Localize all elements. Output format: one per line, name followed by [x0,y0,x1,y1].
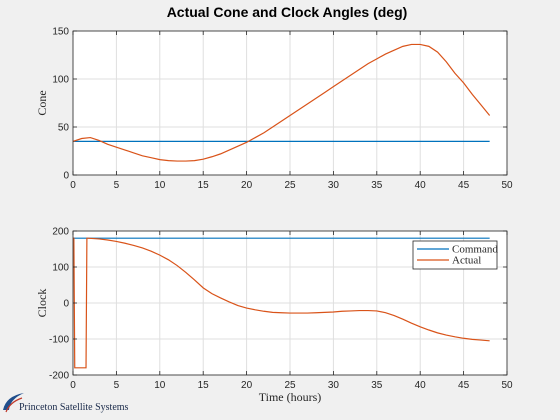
clock-axes: 0 5 10 15 20 25 30 35 40 45 50 -200 -100 0 100 200 Clock… [35,227,513,405]
y-axis-label: Cone [35,90,49,115]
x-tick-label: 25 [284,180,296,191]
x-tick-label: 15 [198,380,210,391]
y-tick-label: 0 [63,299,69,310]
y-tick-label: 50 [58,123,70,134]
legend-box [412,240,498,270]
x-tick-label: 40 [415,380,427,391]
x-tick-label: 35 [371,180,383,191]
legend-label-actual: Actual [452,255,481,267]
y-tick-label: -200 [49,371,69,382]
legend-label-command: Command [452,244,498,256]
y-tick-label: 100 [52,75,69,86]
cone-axes: 0 5 10 15 20 25 30 35 40 45 50 0 50 100 150 Cone [35,27,513,192]
figure-title: Actual Cone and Clock Angles (deg) [167,4,408,20]
x-tick-label: 30 [328,380,340,391]
x-tick-label: 50 [501,380,513,391]
x-axis-label: Time (hours) [259,390,322,404]
y-tick-label: 0 [63,171,69,182]
x-tick-label: 0 [70,180,76,191]
x-tick-label: 10 [154,380,166,391]
x-tick-label: 20 [241,180,253,191]
x-tick-label: 15 [198,180,210,191]
x-tick-label: 40 [415,180,427,191]
x-tick-label: 45 [458,380,470,391]
y-tick-label: 150 [52,27,69,38]
y-tick-label: 100 [52,263,69,274]
x-tick-label: 0 [70,380,76,391]
x-tick-label: 30 [328,180,340,191]
x-tick-label: 45 [458,180,470,191]
series-line-actual [73,237,490,369]
series-line-actual [73,43,491,162]
logo-swoosh-icon [3,393,24,413]
y-tick-label: -100 [49,335,69,346]
y-axis-label: Clock [35,289,49,318]
logo-text: Princeton Satellite Systems [19,402,129,413]
x-tick-label: 25 [284,380,296,391]
x-tick-label: 50 [501,180,513,191]
x-tick-label: 10 [154,180,166,191]
y-tick-label: 200 [52,227,69,238]
x-tick-label: 35 [371,380,383,391]
company-logo: Princeton Satellite Systems [3,393,129,413]
x-tick-label: 20 [241,380,253,391]
x-tick-label: 5 [114,180,120,191]
x-tick-label: 5 [114,380,120,391]
